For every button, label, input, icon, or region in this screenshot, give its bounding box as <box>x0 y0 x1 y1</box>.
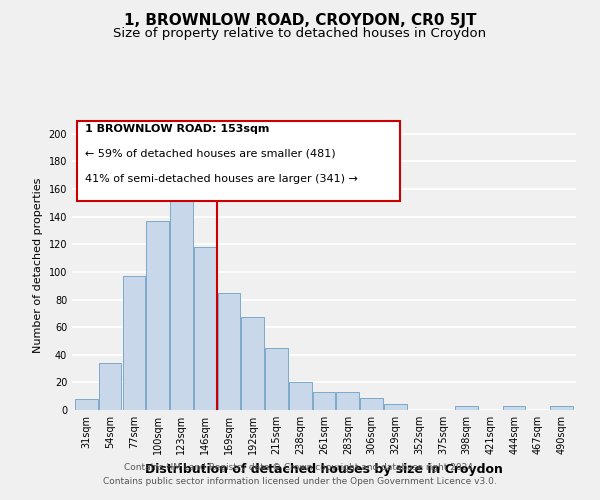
Text: Contains public sector information licensed under the Open Government Licence v3: Contains public sector information licen… <box>103 477 497 486</box>
Bar <box>550 406 573 410</box>
Bar <box>122 276 145 410</box>
FancyBboxPatch shape <box>77 122 400 201</box>
Text: 1, BROWNLOW ROAD, CROYDON, CR0 5JT: 1, BROWNLOW ROAD, CROYDON, CR0 5JT <box>124 12 476 28</box>
Text: ← 59% of detached houses are smaller (481): ← 59% of detached houses are smaller (48… <box>85 149 335 159</box>
Bar <box>455 406 478 410</box>
Bar <box>337 392 359 410</box>
Text: 41% of semi-detached houses are larger (341) →: 41% of semi-detached houses are larger (… <box>85 174 358 184</box>
Bar <box>289 382 311 410</box>
Bar <box>218 292 240 410</box>
X-axis label: Distribution of detached houses by size in Croydon: Distribution of detached houses by size … <box>145 462 503 475</box>
Text: 1 BROWNLOW ROAD: 153sqm: 1 BROWNLOW ROAD: 153sqm <box>85 124 269 134</box>
Bar <box>503 406 526 410</box>
Bar <box>384 404 407 410</box>
Bar <box>99 363 121 410</box>
Bar <box>146 221 169 410</box>
Bar <box>170 182 193 410</box>
Bar <box>75 399 98 410</box>
Text: Contains HM Land Registry data © Crown copyright and database right 2024.: Contains HM Land Registry data © Crown c… <box>124 464 476 472</box>
Bar <box>360 398 383 410</box>
Bar <box>194 247 217 410</box>
Bar <box>241 318 264 410</box>
Bar <box>313 392 335 410</box>
Text: Size of property relative to detached houses in Croydon: Size of property relative to detached ho… <box>113 28 487 40</box>
Y-axis label: Number of detached properties: Number of detached properties <box>33 178 43 352</box>
Bar <box>265 348 288 410</box>
